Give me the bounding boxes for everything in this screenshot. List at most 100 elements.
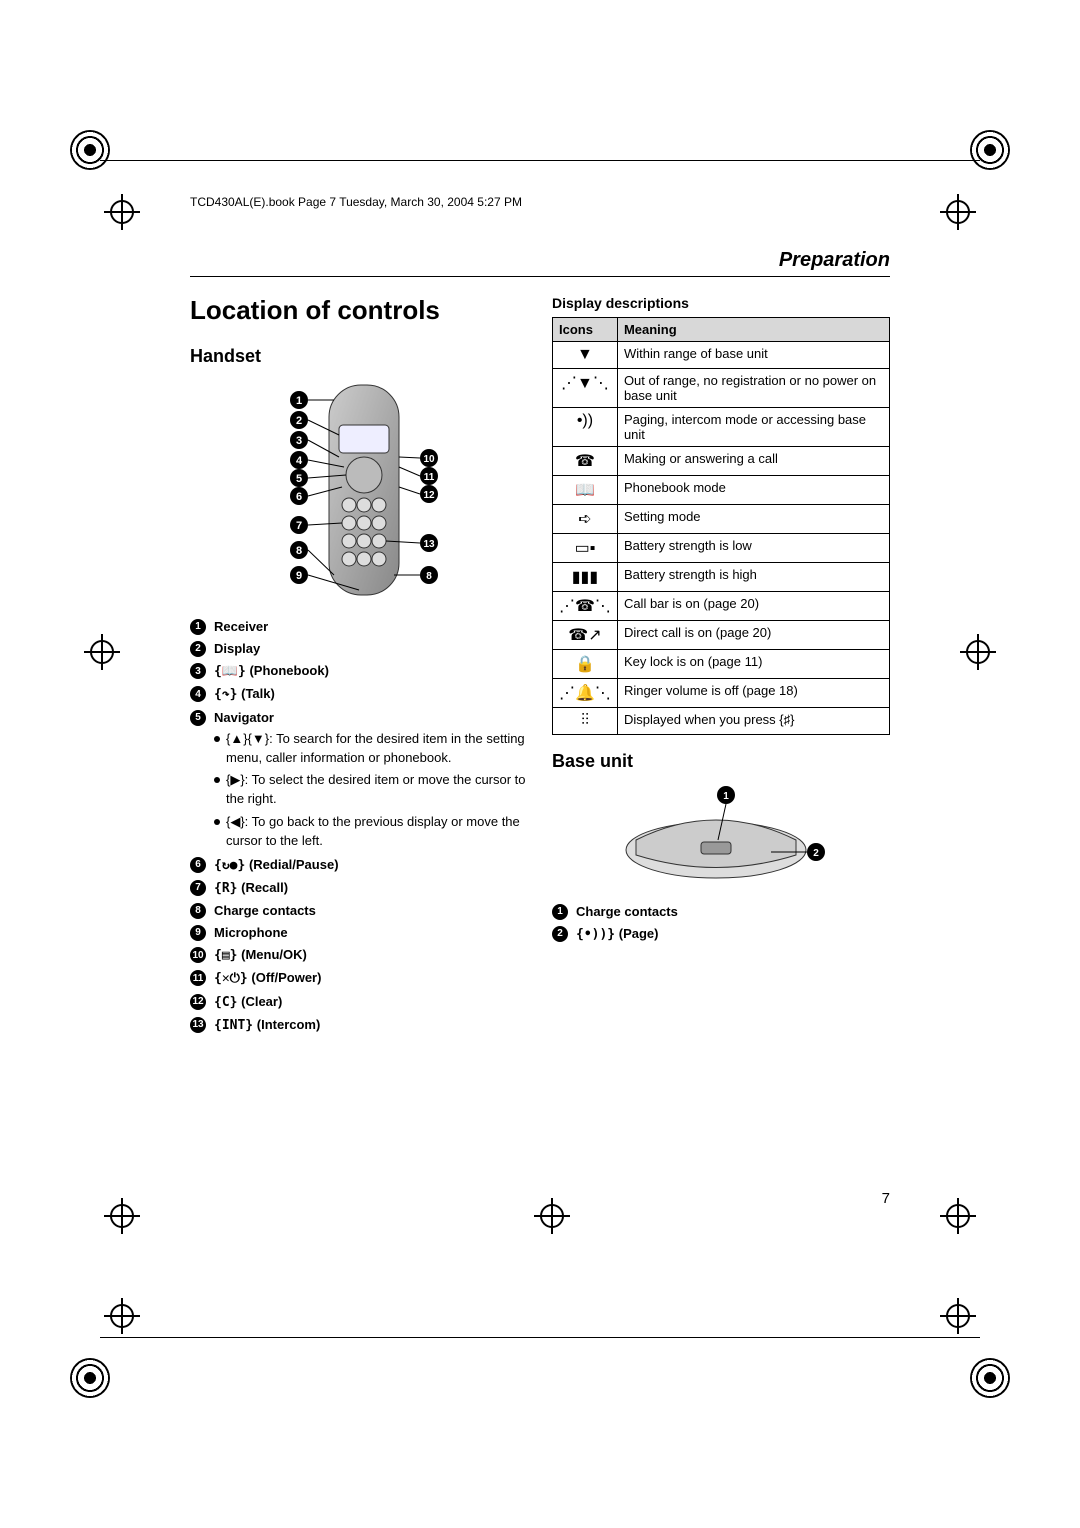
meaning-cell: Out of range, no registration or no powe…	[617, 369, 889, 408]
number-badge: 1	[190, 619, 206, 635]
icon-cell: 📖	[553, 476, 618, 505]
handset-control-item: 4 {↷} (Talk)	[190, 684, 528, 705]
meaning-cell: Phonebook mode	[617, 476, 889, 505]
number-badge: 13	[190, 1017, 206, 1033]
handset-control-item: 10{▤} (Menu/OK)	[190, 945, 528, 966]
reg-mark	[110, 200, 134, 224]
table-row: ⋰🔔⋱Ringer volume is off (page 18)	[553, 679, 890, 708]
svg-text:7: 7	[296, 520, 302, 532]
handset-control-item: 1 Receiver	[190, 617, 528, 637]
meaning-cell: Paging, intercom mode or accessing base …	[617, 408, 889, 447]
number-badge: 8	[190, 903, 206, 919]
table-row: ➪Setting mode	[553, 505, 890, 534]
handset-control-item: 2 Display	[190, 639, 528, 659]
number-badge: 11	[190, 970, 206, 986]
control-label: {R} (Recall)	[214, 878, 288, 899]
base-unit-heading: Base unit	[552, 751, 890, 772]
svg-text:8: 8	[426, 571, 432, 582]
svg-text:2: 2	[813, 848, 819, 859]
svg-text:3: 3	[296, 435, 302, 447]
display-icons-table: Icons Meaning ▼Within range of base unit…	[552, 317, 890, 735]
icon-cell: ▮▮▮	[553, 563, 618, 592]
crop-mark	[970, 130, 1010, 170]
handset-control-item: 13 {INT} (Intercom)	[190, 1015, 528, 1036]
navigator-bullet: {◀}: To go back to the previous display …	[214, 813, 528, 851]
base-unit-control-list: 1 Charge contacts2{•))} (Page)	[552, 902, 890, 945]
number-badge: 5	[190, 710, 206, 726]
meaning-cell: Making or answering a call	[617, 447, 889, 476]
handset-control-list: 1Receiver2Display3{📖} (Phonebook)4{↷} (T…	[190, 617, 528, 1036]
reg-mark	[946, 200, 970, 224]
table-row: ⫶⫶Displayed when you press {♯}	[553, 708, 890, 735]
number-badge: 7	[190, 880, 206, 896]
handset-control-item: 9Microphone	[190, 923, 528, 943]
table-row: ⋰▼⋱Out of range, no registration or no p…	[553, 369, 890, 408]
handset-control-item: 6 {↻●} (Redial/Pause)	[190, 855, 528, 876]
bullet-text: {▲}{▼}: To search for the desired item i…	[226, 730, 528, 768]
number-badge: 4	[190, 686, 206, 702]
base-control-item: 2{•))} (Page)	[552, 924, 890, 945]
number-badge: 2	[190, 641, 206, 657]
icon-cell: ▭▪	[553, 534, 618, 563]
bullet-text: {▶}: To select the desired item or move …	[226, 771, 528, 809]
svg-text:5: 5	[296, 473, 302, 485]
meaning-cell: Setting mode	[617, 505, 889, 534]
handset-control-item: 8 Charge contacts	[190, 901, 528, 921]
reg-mark	[540, 1204, 564, 1228]
number-badge: 12	[190, 994, 206, 1010]
icon-cell: ⋰🔔⋱	[553, 679, 618, 708]
number-badge: 3	[190, 663, 206, 679]
navigator-bullet: {▲}{▼}: To search for the desired item i…	[214, 730, 528, 768]
crop-mark	[70, 1358, 110, 1398]
reg-mark	[966, 640, 990, 664]
table-row: ▼Within range of base unit	[553, 342, 890, 369]
control-label: Microphone	[214, 923, 288, 943]
reg-mark	[90, 640, 114, 664]
control-label: Charge contacts	[214, 901, 316, 921]
control-label: {↷} (Talk)	[214, 684, 275, 705]
icon-cell: •))	[553, 408, 618, 447]
crop-line	[100, 1337, 980, 1338]
number-badge: 1	[552, 904, 568, 920]
svg-text:12: 12	[423, 490, 435, 501]
page-content: TCD430AL(E).book Page 7 Tuesday, March 3…	[190, 195, 890, 1038]
icon-cell: ⋰▼⋱	[553, 369, 618, 408]
svg-text:10: 10	[423, 454, 435, 465]
control-label: Display	[214, 639, 260, 659]
control-label: {C} (Clear)	[214, 992, 282, 1013]
table-row: 📖Phonebook mode	[553, 476, 890, 505]
number-badge: 10	[190, 947, 206, 963]
meaning-cell: Displayed when you press {♯}	[617, 708, 889, 735]
icon-cell: ▼	[553, 342, 618, 369]
page-number: 7	[882, 1190, 890, 1207]
handset-heading: Handset	[190, 346, 528, 367]
crop-line	[100, 160, 980, 161]
table-row: ▭▪Battery strength is low	[553, 534, 890, 563]
reg-mark	[110, 1304, 134, 1328]
meaning-cell: Battery strength is high	[617, 563, 889, 592]
table-row: •))Paging, intercom mode or accessing ba…	[553, 408, 890, 447]
number-badge: 2	[552, 926, 568, 942]
reg-mark	[110, 1204, 134, 1228]
meaning-cell: Call bar is on (page 20)	[617, 592, 889, 621]
file-info: TCD430AL(E).book Page 7 Tuesday, March 3…	[190, 195, 890, 209]
control-label: {↻●} (Redial/Pause)	[214, 855, 339, 876]
svg-text:1: 1	[296, 395, 302, 407]
control-label: {INT} (Intercom)	[214, 1015, 320, 1036]
control-label: Navigator	[214, 708, 274, 728]
svg-text:6: 6	[296, 491, 302, 503]
svg-text:11: 11	[424, 472, 435, 483]
control-label: Receiver	[214, 617, 268, 637]
svg-text:13: 13	[423, 539, 435, 550]
control-label: Charge contacts	[576, 902, 678, 922]
crop-mark	[970, 1358, 1010, 1398]
table-header-meaning: Meaning	[617, 318, 889, 342]
navigator-bullet: {▶}: To select the desired item or move …	[214, 771, 528, 809]
svg-text:2: 2	[296, 415, 302, 427]
left-column: Location of controls Handset 1 2 3	[190, 295, 528, 1038]
number-badge: 6	[190, 857, 206, 873]
base-unit-illustration: 1 2	[606, 780, 836, 890]
bullet-dot	[214, 777, 220, 783]
control-label: {✕⏻} (Off/Power)	[214, 968, 321, 989]
table-row: ▮▮▮Battery strength is high	[553, 563, 890, 592]
